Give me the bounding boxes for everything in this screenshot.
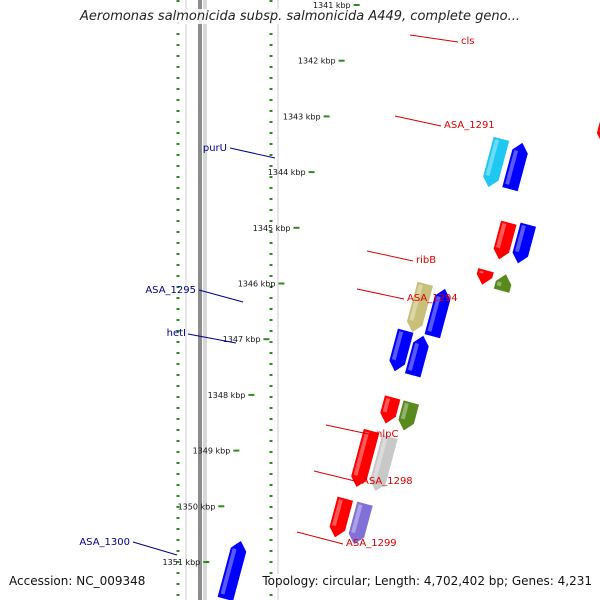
gene-arrow-highlight bbox=[353, 431, 370, 476]
gene-arrow[interactable] bbox=[474, 268, 494, 287]
gene-arrow-highlight bbox=[351, 504, 363, 534]
gene-arrow[interactable] bbox=[346, 501, 373, 547]
gene-arrow-highlight bbox=[372, 437, 388, 480]
gene-label-leader bbox=[132, 541, 178, 556]
gene-arrow-body bbox=[351, 428, 380, 488]
gene-arrow[interactable] bbox=[327, 496, 354, 540]
gene-arrow[interactable] bbox=[481, 136, 510, 189]
gene-arrow[interactable] bbox=[424, 287, 453, 339]
gene-arrow-body bbox=[493, 220, 517, 260]
gene-arrow[interactable] bbox=[510, 222, 537, 266]
gene-label-leader bbox=[187, 333, 237, 344]
gene-label: ASA_1294 bbox=[407, 293, 458, 304]
gene-arrow-body bbox=[398, 400, 420, 431]
tick-label: 1341 kbp bbox=[313, 1, 351, 10]
gene-arrow-highlight bbox=[382, 397, 391, 413]
gene-arrow-highlight bbox=[496, 281, 502, 287]
gene-arrow-body bbox=[404, 335, 429, 378]
gene-label: hetI bbox=[167, 328, 186, 339]
gene-label-leader bbox=[296, 531, 344, 545]
tick-label: 1346 kbp bbox=[238, 280, 276, 289]
gene-arrow[interactable] bbox=[493, 272, 514, 293]
gene-arrow-body bbox=[348, 501, 373, 545]
gene-arrow[interactable] bbox=[595, 69, 600, 146]
gene-label: ASA_1291 bbox=[444, 120, 495, 131]
gene-label-leader bbox=[409, 34, 459, 43]
gene-arrow-highlight bbox=[479, 270, 484, 274]
gene-arrow[interactable] bbox=[378, 395, 401, 425]
accession-text: Accession: NC_009348 bbox=[9, 574, 150, 588]
gene-label: nlpC bbox=[376, 429, 398, 440]
gene-arrow-body bbox=[493, 274, 512, 293]
gene-arrow-body bbox=[406, 281, 434, 333]
gene-label-leader bbox=[356, 288, 405, 300]
gene-arrow-body bbox=[217, 541, 247, 600]
gene-arrow-highlight bbox=[505, 149, 519, 185]
gene-label-leader bbox=[366, 250, 414, 262]
tick-label: 1345 kbp bbox=[253, 224, 291, 233]
gene-arrow-highlight bbox=[391, 331, 404, 361]
tick-label: 1349 kbp bbox=[193, 447, 231, 456]
gene-arrow-highlight bbox=[400, 402, 409, 420]
gene-label: ASA_1300 bbox=[79, 537, 130, 548]
gene-label: cls bbox=[461, 36, 475, 47]
tick-label: 1348 kbp bbox=[208, 391, 246, 400]
gene-arrow-body bbox=[329, 496, 354, 538]
gene-arrow-highlight bbox=[220, 548, 237, 595]
tick-label: 1343 kbp bbox=[283, 112, 321, 121]
gene-label-leader bbox=[325, 424, 374, 436]
gene-arrow-body bbox=[596, 69, 600, 144]
gene-arrow-body bbox=[483, 136, 510, 188]
gene-arrow-body bbox=[380, 395, 401, 424]
gene-label: ASA_1295 bbox=[145, 285, 196, 296]
gene-arrow-body bbox=[502, 142, 528, 192]
gene-arrow-body bbox=[476, 268, 494, 285]
gene-arrow[interactable] bbox=[368, 434, 398, 493]
gene-label-leader bbox=[394, 115, 442, 127]
tick-label: 1350 kbp bbox=[178, 502, 216, 511]
gene-label: ASA_1298 bbox=[362, 476, 413, 487]
gene-arrow-highlight bbox=[427, 295, 441, 332]
gene-label: ribB bbox=[416, 255, 436, 266]
gene-arrow-body bbox=[370, 434, 398, 492]
gene-arrow[interactable] bbox=[349, 428, 380, 489]
gene-label: ASA_1299 bbox=[346, 538, 397, 549]
gene-arrow[interactable] bbox=[396, 400, 420, 432]
gene-label-leader bbox=[229, 147, 276, 159]
map-title: Aeromonas salmonicida subsp. salmonicida… bbox=[0, 9, 600, 24]
gene-arrow[interactable] bbox=[405, 281, 434, 334]
gene-arrow-body bbox=[389, 328, 414, 372]
gene-arrow[interactable] bbox=[217, 539, 249, 600]
gene-arrow-highlight bbox=[485, 139, 500, 177]
gene-label-leader bbox=[313, 470, 360, 483]
gene-arrow[interactable] bbox=[404, 334, 431, 378]
tick-label: 1351 kbp bbox=[163, 558, 201, 567]
gene-arrow-highlight bbox=[332, 499, 343, 527]
gene-label: purU bbox=[203, 143, 227, 154]
gene-arrow-highlight bbox=[496, 223, 507, 249]
gene-arrow-body bbox=[512, 222, 537, 264]
gene-arrow[interactable] bbox=[502, 141, 530, 192]
gene-arrow-body bbox=[424, 288, 451, 339]
gene-arrow-highlight bbox=[409, 284, 423, 322]
gene-arrow[interactable] bbox=[491, 220, 517, 262]
topology-text: Topology: circular; Length: 4,702,402 bp… bbox=[258, 574, 592, 588]
gene-arrow-highlight bbox=[407, 342, 420, 371]
tick-label: 1342 kbp bbox=[298, 57, 336, 66]
tick-label: 1344 kbp bbox=[268, 168, 306, 177]
tick-label: 1347 kbp bbox=[223, 335, 261, 344]
gene-label-leader bbox=[198, 289, 244, 303]
gene-arrow-highlight bbox=[514, 225, 526, 253]
gene-arrow[interactable] bbox=[387, 328, 414, 374]
